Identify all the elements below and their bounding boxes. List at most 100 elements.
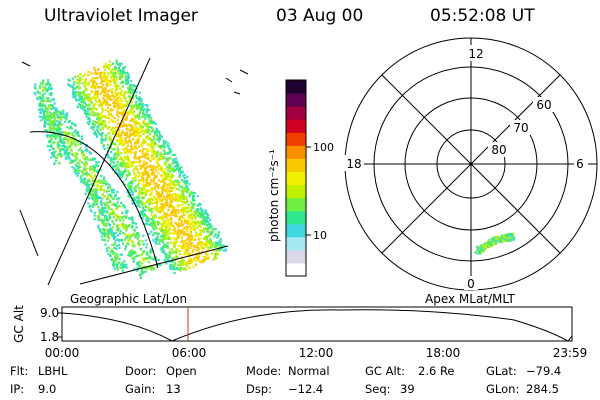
aurora-pixel xyxy=(151,180,154,183)
aurora-pixel xyxy=(92,165,95,168)
aurora-pixel xyxy=(96,116,99,119)
aurora-pixel xyxy=(52,124,55,127)
aurora-pixel xyxy=(87,173,91,176)
aurora-pixel xyxy=(122,144,125,147)
aurora-pixel xyxy=(141,149,144,152)
aurora-pixel xyxy=(173,268,176,271)
aurora-pixel xyxy=(53,124,56,127)
aurora-pixel xyxy=(201,219,205,222)
aurora-pixel xyxy=(110,77,113,80)
aurora-pixel xyxy=(101,208,104,211)
aurora-pixel xyxy=(56,123,59,126)
aurora-pixel xyxy=(105,228,108,231)
polar-aurora-pixel xyxy=(476,248,479,250)
aurora-pixel xyxy=(162,234,165,237)
aurora-pixel xyxy=(137,137,140,140)
info-glat-label: GLat: xyxy=(486,364,517,378)
aurora-pixel xyxy=(163,142,166,146)
aurora-pixel xyxy=(104,243,107,246)
aurora-pixel xyxy=(184,263,187,266)
aurora-pixel xyxy=(144,141,147,144)
aurora-pixel xyxy=(106,218,109,221)
aurora-pixel xyxy=(178,176,181,179)
aurora-pixel xyxy=(180,224,183,227)
aurora-pixel xyxy=(134,222,137,225)
aurora-pixel xyxy=(155,205,158,208)
aurora-pixel xyxy=(156,184,159,187)
aurora-pixel xyxy=(174,158,177,161)
aurora-pixel xyxy=(183,173,186,176)
aurora-pixel xyxy=(59,114,62,117)
aurora-pixel xyxy=(149,183,152,186)
aurora-pixel xyxy=(168,165,171,168)
aurora-pixel xyxy=(34,93,37,96)
aurora-pixel xyxy=(161,206,164,209)
aurora-pixel xyxy=(117,72,121,75)
aurora-pixel xyxy=(38,104,41,107)
aurora-pixel xyxy=(175,160,178,163)
aurora-pixel xyxy=(127,75,130,78)
aurora-pixel xyxy=(59,131,62,134)
aurora-pixel xyxy=(150,250,153,253)
aurora-pixel xyxy=(132,131,135,134)
aurora-pixel xyxy=(94,97,97,100)
aurora-pixel xyxy=(50,115,53,118)
colorbar-block xyxy=(286,145,306,159)
aurora-pixel xyxy=(54,120,57,123)
aurora-pixel xyxy=(136,261,139,264)
aurora-pixel xyxy=(192,265,195,268)
aurora-pixel xyxy=(166,257,169,260)
polar-aurora-pixel xyxy=(486,241,489,244)
aurora-pixel xyxy=(183,253,186,256)
aurora-pixel xyxy=(72,139,75,142)
aurora-pixel xyxy=(146,257,149,260)
aurora-pixel xyxy=(128,186,131,189)
aurora-pixel xyxy=(198,224,201,227)
aurora-pixel xyxy=(73,170,77,173)
polar-aurora-pixel xyxy=(502,240,505,243)
aurora-pixel xyxy=(132,84,135,87)
aurora-pixel xyxy=(181,207,184,210)
aurora-pixel xyxy=(218,246,221,249)
info-flt-value: LBHL xyxy=(38,364,68,378)
aurora-pixel xyxy=(110,249,113,252)
aurora-pixel xyxy=(155,175,158,178)
aurora-pixel xyxy=(125,131,128,134)
aurora-pixel xyxy=(138,242,141,245)
aurora-pixel xyxy=(90,86,93,89)
aurora-pixel xyxy=(158,239,161,242)
aurora-pixel xyxy=(94,112,97,115)
aurora-pixel xyxy=(119,138,122,141)
aurora-pixel xyxy=(150,187,153,190)
aurora-pixel xyxy=(155,190,158,193)
aurora-pixel xyxy=(174,199,177,202)
aurora-pixel xyxy=(92,107,95,110)
aurora-pixel xyxy=(83,82,86,85)
aurora-pixel xyxy=(74,94,77,97)
aurora-pixel xyxy=(154,142,157,146)
aurora-pixel xyxy=(199,203,202,206)
aurora-pixel xyxy=(176,205,179,208)
aurora-pixel xyxy=(113,202,116,205)
aurora-pixel xyxy=(84,183,87,186)
aurora-pixel xyxy=(187,210,190,214)
aurora-pixel xyxy=(104,203,107,206)
aurora-pixel xyxy=(108,96,111,99)
aurora-pixel xyxy=(139,155,142,158)
aurora-pixel xyxy=(109,139,112,143)
aurora-pixel xyxy=(87,186,91,189)
aurora-pixel xyxy=(72,87,75,90)
aurora-pixel xyxy=(186,251,189,254)
aurora-pixel xyxy=(154,133,157,136)
aurora-pixel xyxy=(78,86,81,89)
aurora-pixel xyxy=(172,224,175,228)
aurora-pixel xyxy=(93,196,96,199)
aurora-pixel xyxy=(183,221,187,224)
aurora-pixel xyxy=(125,266,128,269)
aurora-pixel xyxy=(158,242,161,245)
aurora-pixel xyxy=(157,221,160,225)
aurora-pixel xyxy=(201,222,204,225)
aurora-pixel xyxy=(206,257,210,260)
aurora-pixel xyxy=(61,130,64,134)
aurora-pixel xyxy=(125,148,128,151)
